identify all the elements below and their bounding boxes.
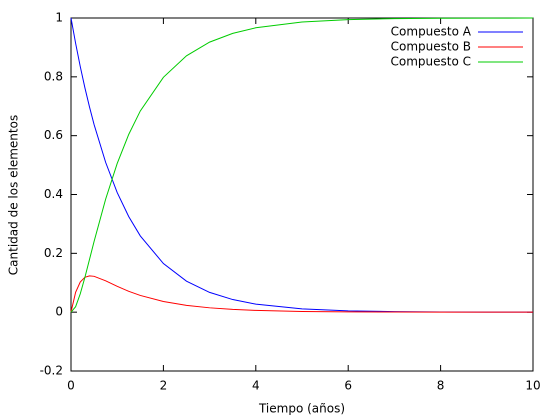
x-tick-label: 10 — [525, 379, 540, 393]
data-line — [70, 17, 534, 313]
y-tick-label: 1 — [55, 11, 63, 25]
x-tick-label: 4 — [252, 379, 260, 393]
x-tick-label: 2 — [160, 379, 168, 393]
legend-label: Compuesto B — [391, 40, 471, 54]
data-line — [70, 17, 534, 313]
plot-border — [70, 17, 534, 372]
legend-label: Compuesto C — [390, 55, 471, 69]
y-tick-label: 0.2 — [44, 246, 63, 260]
x-tick-label: 8 — [437, 379, 445, 393]
y-axis-label: Cantidad de los elementos — [7, 115, 21, 275]
y-tick-label: 0.8 — [44, 69, 63, 83]
y-tick-label: 0.4 — [44, 187, 63, 201]
y-tick-label: 0.6 — [44, 128, 63, 142]
y-tick-label: 0 — [55, 305, 63, 319]
x-axis-label: Tiempo (años) — [258, 402, 345, 416]
y-tick-label: -0.2 — [40, 364, 63, 378]
data-line — [70, 275, 534, 313]
legend-label: Compuesto A — [391, 25, 472, 39]
x-tick-label: 6 — [344, 379, 352, 393]
x-tick-label: 0 — [67, 379, 75, 393]
